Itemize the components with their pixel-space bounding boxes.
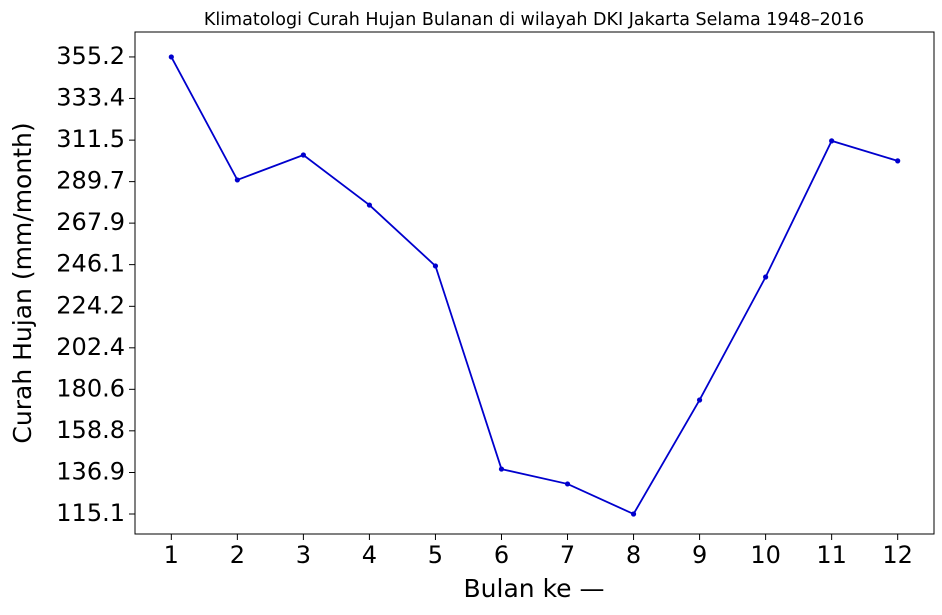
x-axis-label: Bulan ke — xyxy=(464,574,605,603)
point xyxy=(696,397,703,403)
y-tick-label: 158.8 xyxy=(56,416,125,444)
line-series xyxy=(170,56,898,516)
point xyxy=(432,263,439,269)
x-tick-label: 7 xyxy=(560,541,575,569)
point xyxy=(564,481,571,487)
x-tick-label: 3 xyxy=(296,541,311,569)
point xyxy=(829,138,835,144)
x-tick-label: 4 xyxy=(362,541,377,569)
x-tick-label: 5 xyxy=(428,541,443,569)
chart-title: Klimatologi Curah Hujan Bulanan di wilay… xyxy=(204,10,864,30)
y-tick-label: 115.1 xyxy=(56,499,125,527)
y-axis-label: Curah Hujan (mm/month) xyxy=(8,122,37,443)
y-tick-label: 224.2 xyxy=(56,291,125,319)
y-tick-label: 333.4 xyxy=(56,83,125,111)
x-tick-label: 2 xyxy=(230,541,245,569)
plot-frame xyxy=(134,31,935,535)
x-tick-label: 1 xyxy=(164,541,179,569)
point xyxy=(895,158,901,164)
point xyxy=(763,274,769,280)
point xyxy=(300,152,306,158)
y-tick-label: 180.6 xyxy=(56,374,125,402)
point xyxy=(366,202,373,208)
x-tick-label: 9 xyxy=(692,541,707,569)
x-tick-label: 8 xyxy=(626,541,641,569)
y-tick-label: 311.5 xyxy=(56,125,125,153)
point xyxy=(498,466,505,472)
x-tick-label: 6 xyxy=(494,541,509,569)
x-tick-label: 10 xyxy=(750,541,781,569)
y-tick-label: 202.4 xyxy=(56,333,125,361)
point xyxy=(234,177,240,183)
x-tick-label: 12 xyxy=(882,541,913,569)
y-tick-label: 355.2 xyxy=(56,42,125,70)
point xyxy=(630,511,637,517)
y-tick-label: 136.9 xyxy=(56,458,125,486)
point xyxy=(168,54,174,60)
y-tick-label: 267.9 xyxy=(56,208,125,236)
y-tick-label: 246.1 xyxy=(56,250,125,278)
y-tick-label: 289.7 xyxy=(56,167,125,195)
x-tick-label: 11 xyxy=(816,541,847,569)
